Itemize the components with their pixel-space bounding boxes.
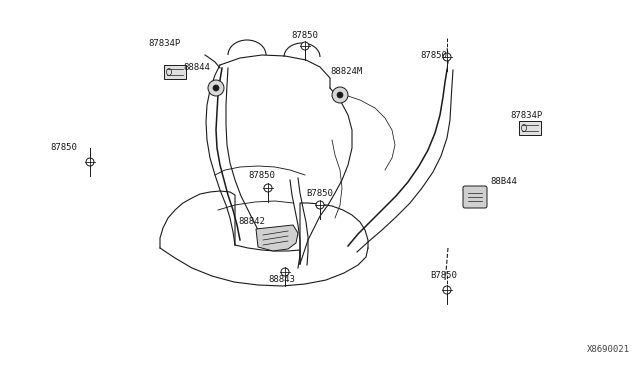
- Text: 88824M: 88824M: [330, 67, 362, 77]
- Circle shape: [264, 184, 272, 192]
- Circle shape: [281, 268, 289, 276]
- Text: 87850: 87850: [248, 170, 275, 180]
- Text: 87850: 87850: [291, 32, 318, 41]
- Text: 87834P: 87834P: [510, 110, 542, 119]
- Text: 87850: 87850: [50, 144, 77, 153]
- Circle shape: [208, 80, 224, 96]
- Circle shape: [86, 158, 94, 166]
- Circle shape: [443, 286, 451, 294]
- Text: 88B44: 88B44: [490, 177, 517, 186]
- Text: 88844: 88844: [183, 64, 210, 73]
- Circle shape: [301, 42, 309, 50]
- Text: 88843: 88843: [268, 276, 295, 285]
- FancyBboxPatch shape: [463, 186, 487, 208]
- Text: B7850: B7850: [306, 189, 333, 198]
- Text: 87834P: 87834P: [148, 39, 180, 48]
- Circle shape: [332, 87, 348, 103]
- Bar: [164, 65, 186, 79]
- Text: B7850: B7850: [430, 270, 457, 279]
- Text: 88842: 88842: [238, 218, 265, 227]
- Bar: [519, 121, 541, 135]
- Circle shape: [337, 92, 343, 98]
- Text: X8690021: X8690021: [587, 345, 630, 354]
- Circle shape: [213, 85, 219, 91]
- Polygon shape: [256, 225, 298, 251]
- Circle shape: [443, 53, 451, 61]
- Circle shape: [316, 201, 324, 209]
- Text: 87850: 87850: [420, 51, 447, 60]
